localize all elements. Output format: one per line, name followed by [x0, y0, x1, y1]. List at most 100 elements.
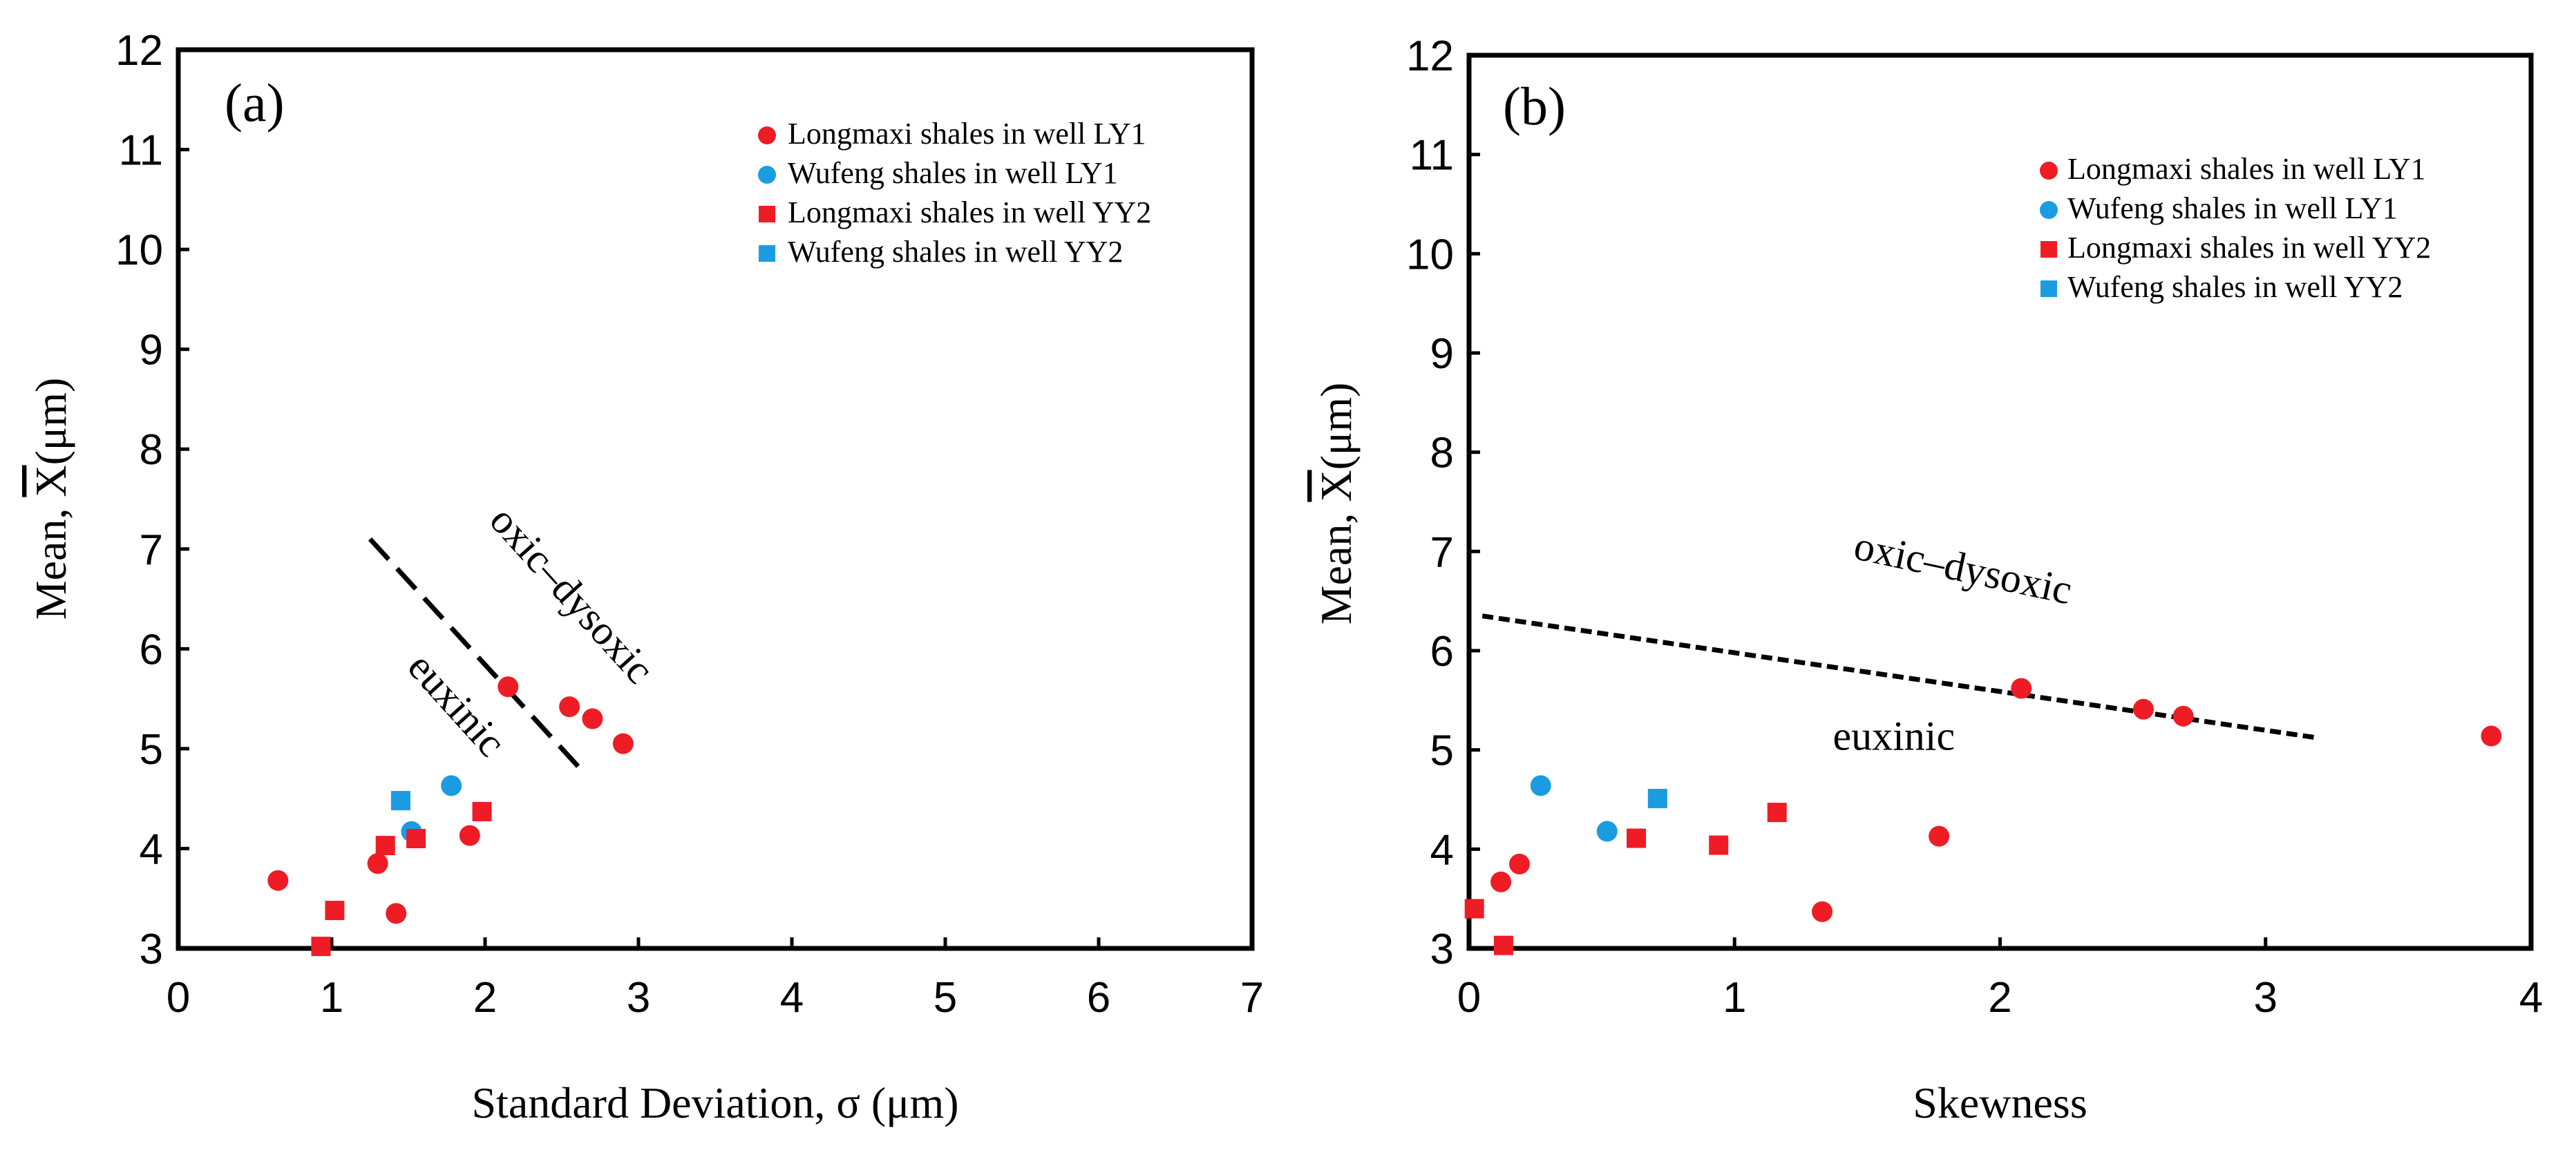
plot-frame — [176, 47, 1255, 951]
panel-label: (a) — [225, 73, 285, 133]
y-tick-label: 3 — [1430, 926, 1454, 973]
legend-entry: Wufeng shales in well YY2 — [788, 235, 1123, 269]
y-tick-label: 3 — [140, 926, 163, 973]
data-point — [375, 836, 395, 856]
y-axis-title: Mean, X(μm) — [26, 378, 75, 620]
data-point — [472, 801, 492, 821]
panel-label: (b) — [1503, 76, 1566, 136]
data-point — [367, 853, 388, 874]
y-tick-label: 4 — [1430, 826, 1454, 874]
data-point — [2132, 698, 2154, 720]
legend-marker — [2040, 280, 2057, 297]
legend-entry: Longmaxi shales in well YY2 — [788, 195, 1151, 229]
data-point — [1596, 821, 1618, 842]
y-tick-label: 9 — [140, 327, 163, 374]
region-label-oxic-dysoxic: oxic–dysoxic — [1850, 522, 2076, 613]
x-tick-label: 2 — [473, 974, 497, 1022]
y-tick-label: 12 — [1406, 32, 1454, 80]
y-tick-label: 11 — [1410, 132, 1454, 180]
x-axis-title: Skewness — [1913, 1078, 2087, 1127]
legend-entry: Wufeng shales in well LY1 — [2067, 191, 2398, 225]
x-tick-label: 5 — [934, 974, 957, 1022]
y-tick-label: 5 — [1430, 727, 1454, 775]
y-tick-label: 8 — [1430, 430, 1454, 477]
data-point — [267, 870, 289, 891]
data-point — [1464, 899, 1484, 919]
data-point — [1709, 835, 1729, 855]
y-axis-title-prefix: Mean, — [1311, 502, 1361, 625]
data-point — [1493, 935, 1513, 955]
legend-marker — [2040, 162, 2058, 180]
data-point — [559, 696, 580, 718]
y-tick-label: 7 — [140, 526, 163, 574]
x-tick-label: 0 — [167, 974, 190, 1022]
y-axis-title-unit: (μm) — [1311, 383, 1361, 470]
y-tick-label: 9 — [1430, 330, 1454, 378]
data-point — [1530, 775, 1551, 796]
data-point — [1647, 789, 1667, 809]
data-point — [1509, 853, 1531, 874]
data-point — [498, 676, 519, 698]
legend-marker — [2040, 241, 2057, 258]
legend-entry: Wufeng shales in well LY1 — [788, 156, 1118, 190]
data-point — [459, 825, 480, 846]
data-point — [612, 733, 634, 754]
x-axis-title: Standard Deviation, σ (μm) — [471, 1078, 958, 1127]
legend: Longmaxi shales in well LY1 Wufeng shales… — [758, 117, 1151, 269]
legend-marker — [2040, 201, 2058, 219]
x-tick-label: 3 — [627, 974, 650, 1022]
legend: Longmaxi shales in well LY1 Wufeng shales… — [2040, 152, 2431, 304]
x-tick-label: 7 — [1240, 974, 1264, 1022]
legend-marker — [758, 126, 776, 144]
data-point — [582, 708, 603, 729]
x-tick-label: 2 — [1988, 974, 2011, 1022]
y-tick-label: 6 — [1430, 628, 1454, 676]
legend-entry: Longmaxi shales in well YY2 — [2067, 231, 2431, 265]
data-point — [2011, 678, 2032, 699]
legend-entry: Longmaxi shales in well LY1 — [2067, 152, 2426, 186]
legend-entry: Longmaxi shales in well LY1 — [788, 117, 1146, 151]
y-axis-title-symbol: X — [26, 465, 75, 497]
plot-frame — [1466, 52, 2534, 951]
x-tick-label: 0 — [1457, 974, 1481, 1022]
legend-marker — [759, 206, 775, 222]
data-point — [390, 791, 410, 811]
x-tick-label: 3 — [2254, 974, 2277, 1022]
y-axis-title-unit: (μm) — [26, 378, 75, 466]
y-tick-label: 11 — [119, 127, 163, 175]
region-label-euxinic: euxinic — [1832, 714, 1955, 759]
region-label-oxic-dysoxic: oxic–dysoxic — [481, 497, 663, 692]
data-point — [311, 937, 331, 957]
y-tick-label: 12 — [115, 27, 163, 75]
data-point — [1490, 871, 1512, 892]
y-tick-label: 4 — [140, 825, 163, 873]
y-tick-label: 7 — [1430, 528, 1454, 576]
data-point — [1767, 803, 1787, 823]
y-tick-label: 10 — [115, 227, 163, 274]
data-point — [441, 775, 462, 796]
x-tick-label: 6 — [1087, 974, 1110, 1022]
legend-entry: Wufeng shales in well YY2 — [2067, 270, 2403, 304]
legend-marker — [759, 245, 775, 262]
data-point — [1812, 901, 1833, 922]
data-point — [1929, 825, 1950, 847]
y-tick-label: 10 — [1406, 231, 1454, 278]
data-point — [1627, 828, 1647, 848]
data-point — [2172, 705, 2194, 727]
data-point — [2481, 725, 2502, 747]
y-axis-title-symbol: X — [1311, 470, 1361, 501]
y-tick-label: 5 — [140, 726, 163, 774]
x-tick-label: 4 — [2519, 974, 2543, 1022]
y-axis-title-prefix: Mean, — [26, 497, 75, 620]
y-axis-title: Mean, X(μm) — [1311, 383, 1361, 625]
x-tick-label: 1 — [1723, 974, 1746, 1022]
region-label-euxinic: euxinic — [399, 644, 515, 765]
data-point — [406, 828, 426, 848]
x-tick-label: 1 — [320, 974, 343, 1022]
legend-marker — [758, 166, 776, 184]
y-tick-label: 6 — [140, 626, 163, 673]
data-point — [386, 903, 407, 924]
data-point — [325, 901, 345, 921]
